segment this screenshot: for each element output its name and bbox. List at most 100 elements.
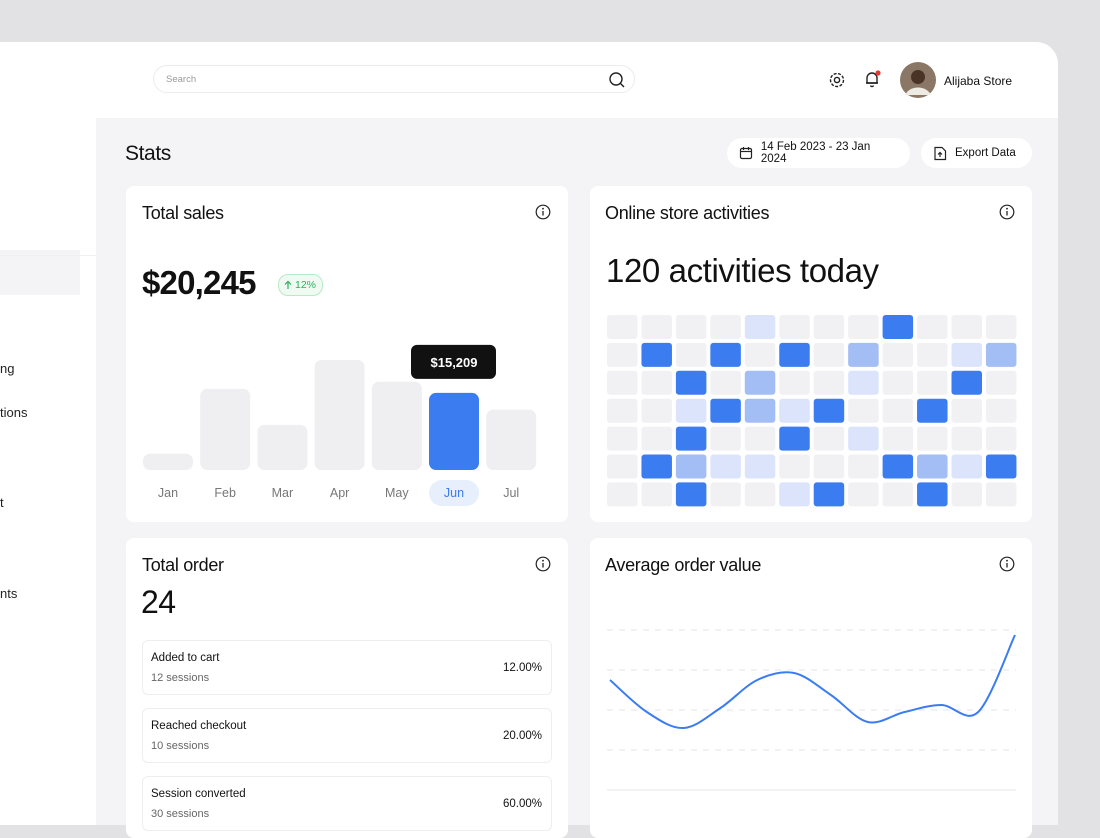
heatmap-cell: [675, 398, 707, 423]
heatmap-cell: [641, 342, 672, 367]
average-order-card: Average order value: [590, 538, 1032, 838]
line: [609, 634, 1016, 730]
heatmap-cell: [882, 398, 914, 423]
export-label: Export Data: [955, 147, 1016, 159]
heatmap-cell: [882, 454, 914, 479]
heatmap-cell: [882, 370, 914, 395]
heatmap-cell: [675, 370, 707, 395]
heatmap-cell: [882, 315, 914, 339]
heatmap-cell: [951, 370, 982, 395]
bar: [257, 424, 308, 470]
heatmap-cell: [951, 426, 982, 451]
heatmap-cell: [607, 426, 638, 451]
calendar-icon: [739, 147, 753, 160]
row-sessions: 10 sessions: [151, 740, 210, 752]
bar: [429, 392, 479, 470]
bar: [143, 453, 193, 470]
tooltip-bg: [411, 344, 496, 379]
heatmap-cell: [985, 426, 1017, 451]
heatmap-cell: [607, 342, 638, 367]
up-arrow: [284, 280, 292, 289]
search-icon: [609, 72, 625, 88]
avatar[interactable]: [900, 62, 936, 98]
heatmap-cell: [744, 370, 776, 395]
card-title: Total order: [142, 555, 224, 575]
x-tick-label: May: [385, 486, 409, 500]
heatmap-cell: [813, 398, 845, 423]
sales-amount: $20,245: [142, 264, 256, 301]
heatmap-cell: [848, 454, 879, 479]
heatmap-cell: [848, 398, 879, 423]
heatmap-cell: [710, 315, 741, 339]
row-label: Session converted: [151, 788, 246, 800]
info-icon[interactable]: [535, 556, 551, 572]
heatmap-cell: [848, 342, 879, 367]
funnel-row: Reached checkout 10 sessions 20.00%: [142, 708, 552, 763]
heatmap-cell: [779, 342, 810, 367]
heatmap-cell: [710, 482, 741, 507]
total-order-card: Total order 24 Added to cart 12 sessions 1…: [126, 538, 568, 838]
month-highlight: [429, 480, 479, 506]
heatmap-cell: [813, 370, 845, 395]
heatmap-cell: [917, 398, 948, 423]
heatmap-cell: [779, 370, 810, 395]
notification-icon[interactable]: [863, 69, 883, 89]
heatmap-cell: [710, 398, 741, 423]
heatmap-cell: [985, 370, 1017, 395]
export-button[interactable]: Export Data: [921, 138, 1032, 168]
search-box[interactable]: Search: [153, 65, 635, 93]
heatmap-cell: [744, 454, 776, 479]
heatmap-cell: [675, 454, 707, 479]
bar: [314, 360, 365, 470]
heatmap-cell: [985, 342, 1017, 367]
bar: [486, 409, 537, 470]
heatmap-cell: [985, 398, 1017, 423]
heatmap-cell: [744, 482, 776, 507]
heatmap-cell: [779, 426, 810, 451]
heatmap-cell: [641, 315, 672, 339]
heatmap-cell: [882, 482, 914, 507]
row-label: Added to cart: [151, 652, 220, 664]
divider: [0, 255, 96, 256]
info-icon[interactable]: [999, 556, 1015, 572]
card-title: Online store activities: [605, 203, 770, 223]
heatmap-cell: [779, 482, 810, 507]
heatmap-cell: [951, 315, 982, 339]
x-tick-label: Jul: [503, 486, 519, 500]
export-icon: [934, 146, 947, 160]
heatmap-cell: [813, 315, 845, 339]
x-tick-label: Feb: [214, 486, 236, 500]
heatmap-cell: [779, 315, 810, 339]
nav-label: t: [0, 495, 4, 510]
heatmap-cell: [710, 426, 741, 451]
heatmap-cell: [985, 482, 1017, 507]
info-icon[interactable]: [535, 204, 551, 220]
heatmap-cell: [813, 426, 845, 451]
heatmap-cell: [917, 482, 948, 507]
top-bar: Search Alijaba Store: [0, 42, 1058, 118]
row-percent: 20.00%: [502, 730, 542, 742]
change-value: 12%: [295, 279, 317, 291]
page-title: Stats: [125, 142, 171, 165]
active-nav-item[interactable]: [0, 250, 80, 295]
x-tick-label: Apr: [330, 486, 349, 500]
heatmap-cell: [641, 370, 672, 395]
heatmap-cell: [813, 342, 845, 367]
settings-icon[interactable]: [828, 71, 846, 89]
change-badge: 12%: [278, 274, 324, 296]
heatmap-cell: [985, 315, 1017, 339]
heatmap-cell: [710, 370, 741, 395]
info-icon[interactable]: [999, 204, 1015, 220]
heatmap-cell: [641, 398, 672, 423]
date-range: 14 Feb 2023 - 23 Jan 2024: [760, 141, 871, 165]
tooltip: $15,209: [431, 355, 478, 370]
date-range-button[interactable]: 14 Feb 2023 - 23 Jan 2024: [727, 138, 910, 168]
row-label: Reached checkout: [151, 720, 247, 732]
search-placeholder: Search: [166, 74, 197, 85]
heatmap-cell: [848, 426, 879, 451]
line-grid: [607, 629, 1016, 791]
user-name[interactable]: Alijaba Store: [944, 74, 1013, 88]
heatmap-cell: [675, 426, 707, 451]
